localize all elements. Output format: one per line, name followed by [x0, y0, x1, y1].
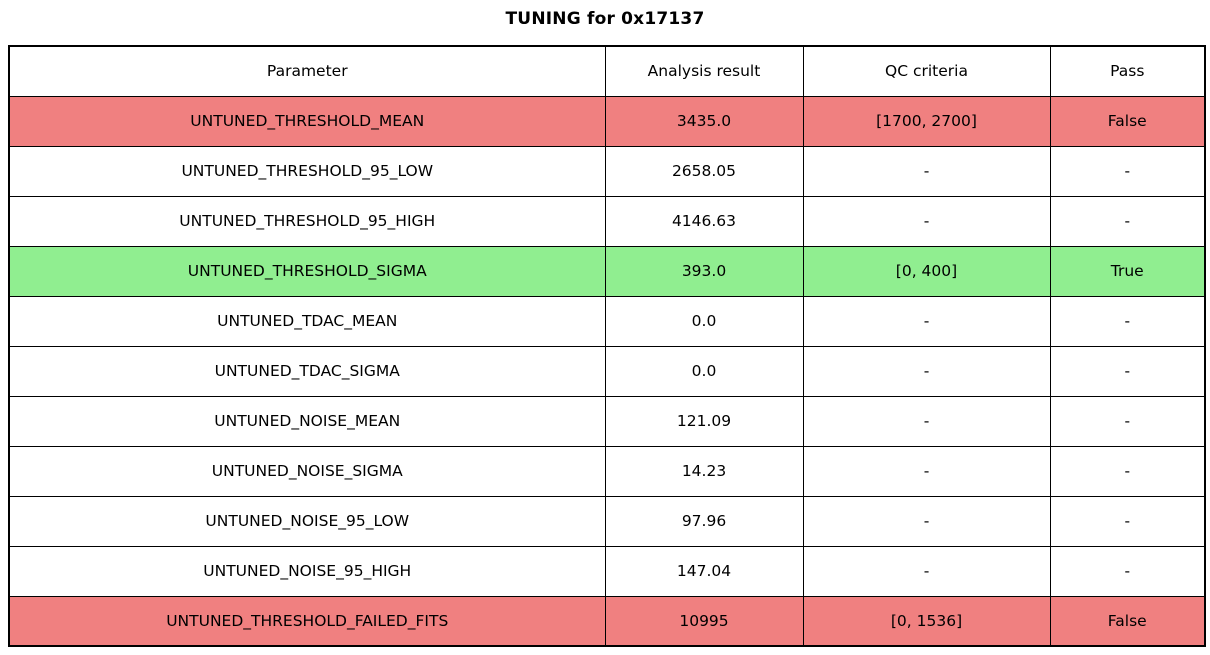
cell-analysis-result: 0.0: [604, 295, 804, 347]
column-header-qc-criteria: QC criteria: [802, 45, 1051, 97]
cell-analysis-result: 10995: [604, 595, 804, 647]
cell-qc-criteria: -: [802, 545, 1051, 597]
table-row: UNTUNED_TDAC_MEAN 0.0- -: [8, 295, 1206, 347]
cell-qc-criteria: -: [802, 445, 1051, 497]
cell-parameter: UNTUNED_THRESHOLD_95_HIGH: [8, 195, 606, 247]
table-row: UNTUNED_THRESHOLD_95_LOW 2658.05- -: [8, 145, 1206, 197]
chart-title: TUNING for 0x17137: [505, 9, 705, 29]
cell-pass: -: [1049, 145, 1206, 197]
cell-parameter: UNTUNED_THRESHOLD_MEAN: [8, 95, 606, 147]
column-header-parameter: Parameter: [8, 45, 606, 97]
cell-parameter: UNTUNED_NOISE_SIGMA: [8, 445, 606, 497]
cell-qc-criteria: [0, 400]: [802, 245, 1051, 297]
cell-parameter: UNTUNED_NOISE_MEAN: [8, 395, 606, 447]
cell-qc-criteria: -: [802, 345, 1051, 397]
cell-pass: -: [1049, 395, 1206, 447]
cell-analysis-result: 0.0: [604, 345, 804, 397]
table-row: UNTUNED_THRESHOLD_FAILED_FITS 10995 [0, 15…: [8, 595, 1206, 647]
cell-parameter: UNTUNED_THRESHOLD_SIGMA: [8, 245, 606, 297]
cell-pass: False: [1049, 95, 1206, 147]
cell-parameter: UNTUNED_NOISE_95_LOW: [8, 495, 606, 547]
column-header-pass: Pass: [1049, 45, 1206, 97]
cell-parameter: UNTUNED_THRESHOLD_95_LOW: [8, 145, 606, 197]
cell-qc-criteria: -: [802, 145, 1051, 197]
cell-qc-criteria: -: [802, 195, 1051, 247]
cell-analysis-result: 97.96: [604, 495, 804, 547]
cell-pass: False: [1049, 595, 1206, 647]
column-header-analysis-result: Analysis result: [604, 45, 804, 97]
cell-parameter: UNTUNED_TDAC_SIGMA: [8, 345, 606, 397]
cell-analysis-result: 393.0: [604, 245, 804, 297]
qc-results-table: Parameter Analysis result QC criteria Pa…: [8, 45, 1206, 647]
table-row: UNTUNED_THRESHOLD_95_HIGH 4146.63- -: [8, 195, 1206, 247]
cell-qc-criteria: -: [802, 395, 1051, 447]
cell-parameter: UNTUNED_NOISE_95_HIGH: [8, 545, 606, 597]
cell-pass: -: [1049, 345, 1206, 397]
table-row: UNTUNED_THRESHOLD_SIGMA 393.0 [0, 400] True: [8, 245, 1206, 297]
table-row: UNTUNED_TDAC_SIGMA 0.0- -: [8, 345, 1206, 397]
cell-parameter: UNTUNED_TDAC_MEAN: [8, 295, 606, 347]
cell-pass: -: [1049, 495, 1206, 547]
header-row: Parameter Analysis result QC criteria Pa…: [8, 45, 1206, 97]
cell-parameter: UNTUNED_THRESHOLD_FAILED_FITS: [8, 595, 606, 647]
cell-analysis-result: 2658.05: [604, 145, 804, 197]
table-row: UNTUNED_NOISE_MEAN 121.09- -: [8, 395, 1206, 447]
cell-analysis-result: 147.04: [604, 545, 804, 597]
table-row: UNTUNED_NOISE_95_HIGH 147.04- -: [8, 545, 1206, 597]
cell-analysis-result: 3435.0: [604, 95, 804, 147]
cell-qc-criteria: -: [802, 495, 1051, 547]
cell-pass: -: [1049, 295, 1206, 347]
cell-analysis-result: 121.09: [604, 395, 804, 447]
cell-pass: -: [1049, 545, 1206, 597]
cell-pass: -: [1049, 445, 1206, 497]
table-row: UNTUNED_THRESHOLD_MEAN 3435.0 [1700, 2700]…: [8, 95, 1206, 147]
cell-qc-criteria: [0, 1536]: [802, 595, 1051, 647]
cell-qc-criteria: [1700, 2700]: [802, 95, 1051, 147]
table-row: UNTUNED_NOISE_SIGMA 14.23- -: [8, 445, 1206, 497]
cell-pass: True: [1049, 245, 1206, 297]
cell-analysis-result: 14.23: [604, 445, 804, 497]
table-row: UNTUNED_NOISE_95_LOW 97.96- -: [8, 495, 1206, 547]
cell-pass: -: [1049, 195, 1206, 247]
cell-qc-criteria: -: [802, 295, 1051, 347]
cell-analysis-result: 4146.63: [604, 195, 804, 247]
